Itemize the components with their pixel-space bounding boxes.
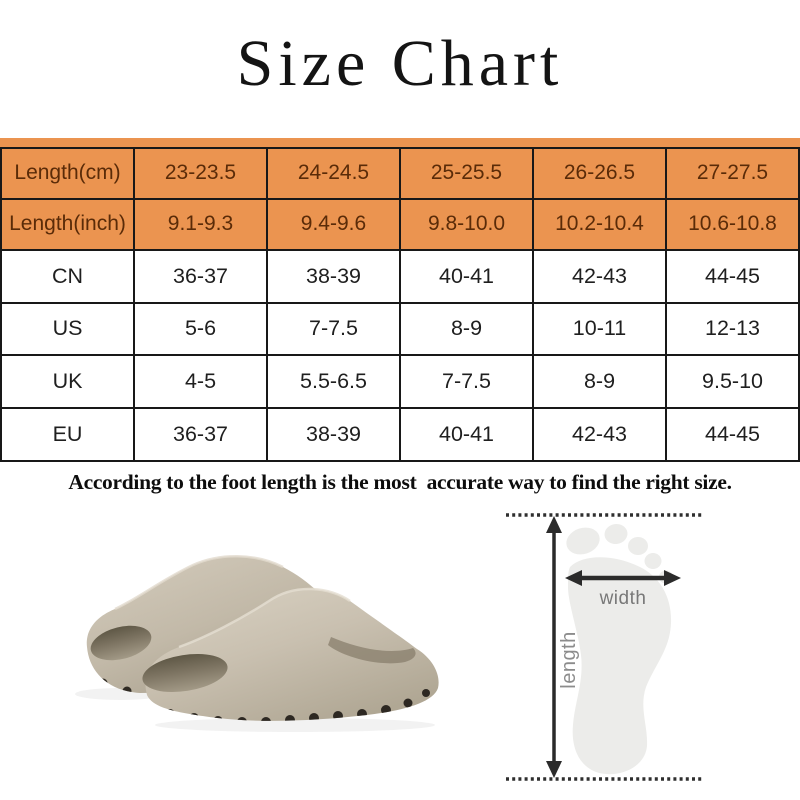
size-cell: 40-41 (399, 407, 534, 462)
size-cell: 44-45 (665, 407, 800, 462)
size-cell: 10.6-10.8 (665, 197, 800, 251)
front-slide (142, 587, 439, 721)
size-cell: 9.1-9.3 (133, 197, 268, 251)
table-row-uk: UK 4-5 5.5-6.5 7-7.5 8-9 9.5-10 (0, 354, 800, 410)
length-label: length (558, 631, 580, 689)
size-cell: 9.5-10 (665, 354, 800, 410)
row-label: Length(cm) (0, 147, 135, 200)
size-cell: 5.5-6.5 (266, 354, 401, 410)
back-slide-toe-opening (90, 625, 152, 661)
front-slide-toe-opening (142, 653, 228, 693)
size-cell: 42-43 (532, 248, 667, 304)
slippers-product-image (75, 555, 439, 732)
footprint-shape (566, 523, 673, 775)
row-label: Length(inch) (0, 197, 135, 251)
size-cell: 7-7.5 (266, 301, 401, 357)
row-label: CN (0, 248, 135, 304)
size-cell: 26-26.5 (532, 147, 667, 200)
front-slide-footbed-shadow (328, 637, 416, 664)
size-cell: 36-37 (133, 407, 268, 462)
size-cell: 8-9 (532, 354, 667, 410)
size-cell: 12-13 (665, 301, 800, 357)
table-row-length-cm: Length(cm) 23-23.5 24-24.5 25-25.5 26-26… (0, 147, 800, 200)
table-row-us: US 5-6 7-7.5 8-9 10-11 12-13 (0, 301, 800, 357)
size-cell: 40-41 (399, 248, 534, 304)
size-cell: 44-45 (665, 248, 800, 304)
ground-shadow (155, 718, 435, 732)
size-cell: 23-23.5 (133, 147, 268, 200)
size-cell: 8-9 (399, 301, 534, 357)
size-cell: 9.8-10.0 (399, 197, 534, 251)
foot-measure-diagram: width length (506, 513, 704, 781)
size-table: Length(cm) 23-23.5 24-24.5 25-25.5 26-26… (0, 147, 800, 462)
table-row-eu: EU 36-37 38-39 40-41 42-43 44-45 (0, 407, 800, 462)
size-cell: 4-5 (133, 354, 268, 410)
size-cell: 5-6 (133, 301, 268, 357)
row-label: UK (0, 354, 135, 410)
page-title: Size Chart (236, 27, 564, 100)
size-cell: 38-39 (266, 407, 401, 462)
size-cell: 36-37 (133, 248, 268, 304)
size-cell: 10-11 (532, 301, 667, 357)
size-cell: 38-39 (266, 248, 401, 304)
size-cell: 9.4-9.6 (266, 197, 401, 251)
width-arrow (565, 570, 681, 586)
table-row-cn: CN 36-37 38-39 40-41 42-43 44-45 (0, 248, 800, 304)
length-arrow (546, 516, 562, 778)
size-cell: 10.2-10.4 (532, 197, 667, 251)
size-cell: 27-27.5 (665, 147, 800, 200)
size-cell: 25-25.5 (399, 147, 534, 200)
size-cell: 7-7.5 (399, 354, 534, 410)
row-label: EU (0, 407, 135, 462)
table-row-length-inch: Length(inch) 9.1-9.3 9.4-9.6 9.8-10.0 10… (0, 197, 800, 251)
table-top-orange-strip (0, 138, 800, 147)
size-cell: 42-43 (532, 407, 667, 462)
size-cell: 24-24.5 (266, 147, 401, 200)
measurement-note: According to the foot length is the most… (68, 470, 732, 494)
row-label: US (0, 301, 135, 357)
width-label: width (599, 588, 647, 609)
